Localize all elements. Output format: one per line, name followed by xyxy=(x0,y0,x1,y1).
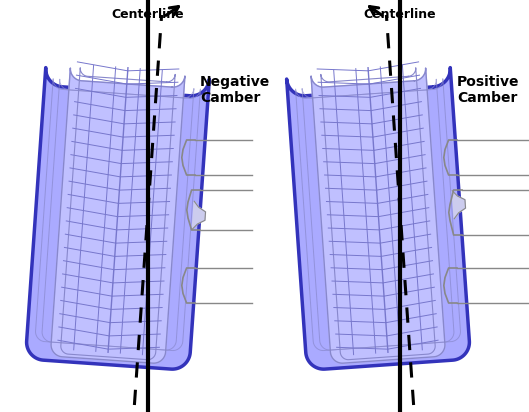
Polygon shape xyxy=(26,68,209,369)
Polygon shape xyxy=(311,68,445,363)
Polygon shape xyxy=(452,191,466,219)
Polygon shape xyxy=(287,68,469,369)
Polygon shape xyxy=(51,68,185,363)
Polygon shape xyxy=(192,201,206,229)
Text: Positive
Camber: Positive Camber xyxy=(457,75,519,105)
Text: Negative
Camber: Negative Camber xyxy=(200,75,270,105)
Text: Centerline: Centerline xyxy=(364,8,436,21)
Text: Centerline: Centerline xyxy=(112,8,184,21)
